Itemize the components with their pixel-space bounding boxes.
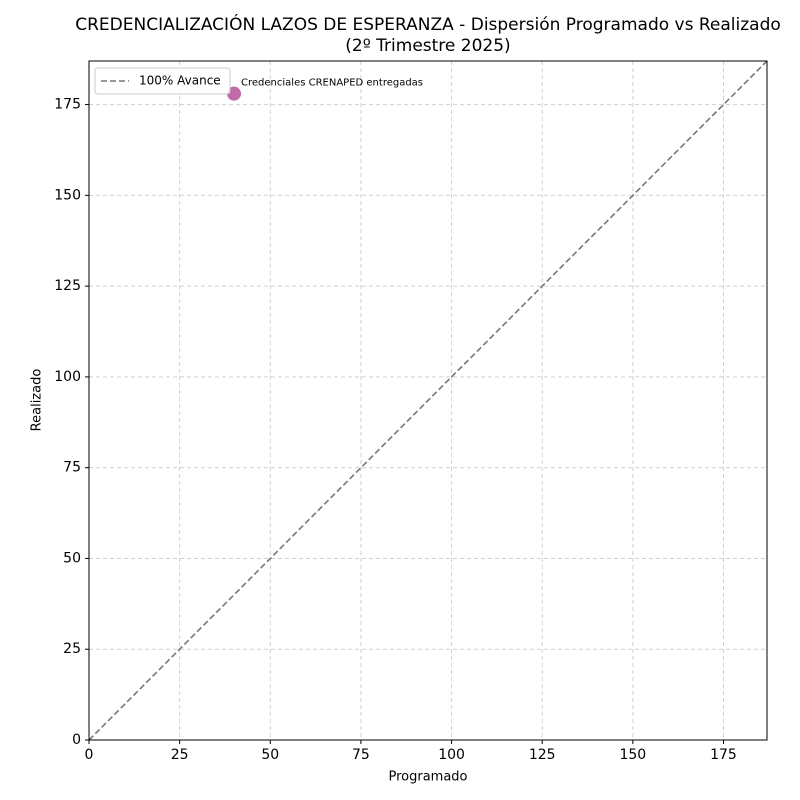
chart-subtitle: (2º Trimestre 2025) [345, 36, 510, 56]
point-label: Credenciales CRENAPED entregadas [241, 78, 423, 89]
legend-label: 100% Avance [139, 74, 221, 88]
y-axis-label: Realizado [30, 369, 45, 432]
x-tick-label: 175 [710, 747, 737, 763]
y-tick-label: 125 [54, 278, 81, 294]
x-tick-label: 150 [619, 747, 646, 763]
x-tick-label: 100 [438, 747, 465, 763]
chart-title: CREDENCIALIZACIÓN LAZOS DE ESPERANZA - D… [75, 13, 781, 35]
plot-frame [88, 60, 768, 741]
y-tick-label: 25 [63, 641, 81, 657]
reference-line [88, 60, 768, 741]
y-tick-label: 150 [54, 187, 81, 203]
x-tick-label: 0 [85, 747, 94, 763]
y-tick-label: 0 [72, 732, 81, 748]
y-tick-label: 50 [63, 550, 81, 566]
x-tick-label: 50 [261, 747, 279, 763]
x-tick-label: 25 [171, 747, 189, 763]
y-tick-label: 175 [54, 97, 81, 113]
y-tick-label: 100 [54, 369, 81, 385]
x-tick-label: 75 [352, 747, 370, 763]
x-tick-label: 125 [529, 747, 556, 763]
legend-box [94, 67, 231, 95]
y-tick-label: 75 [63, 460, 81, 476]
scatter-point [227, 86, 242, 101]
x-axis-label: Programado [388, 770, 467, 785]
